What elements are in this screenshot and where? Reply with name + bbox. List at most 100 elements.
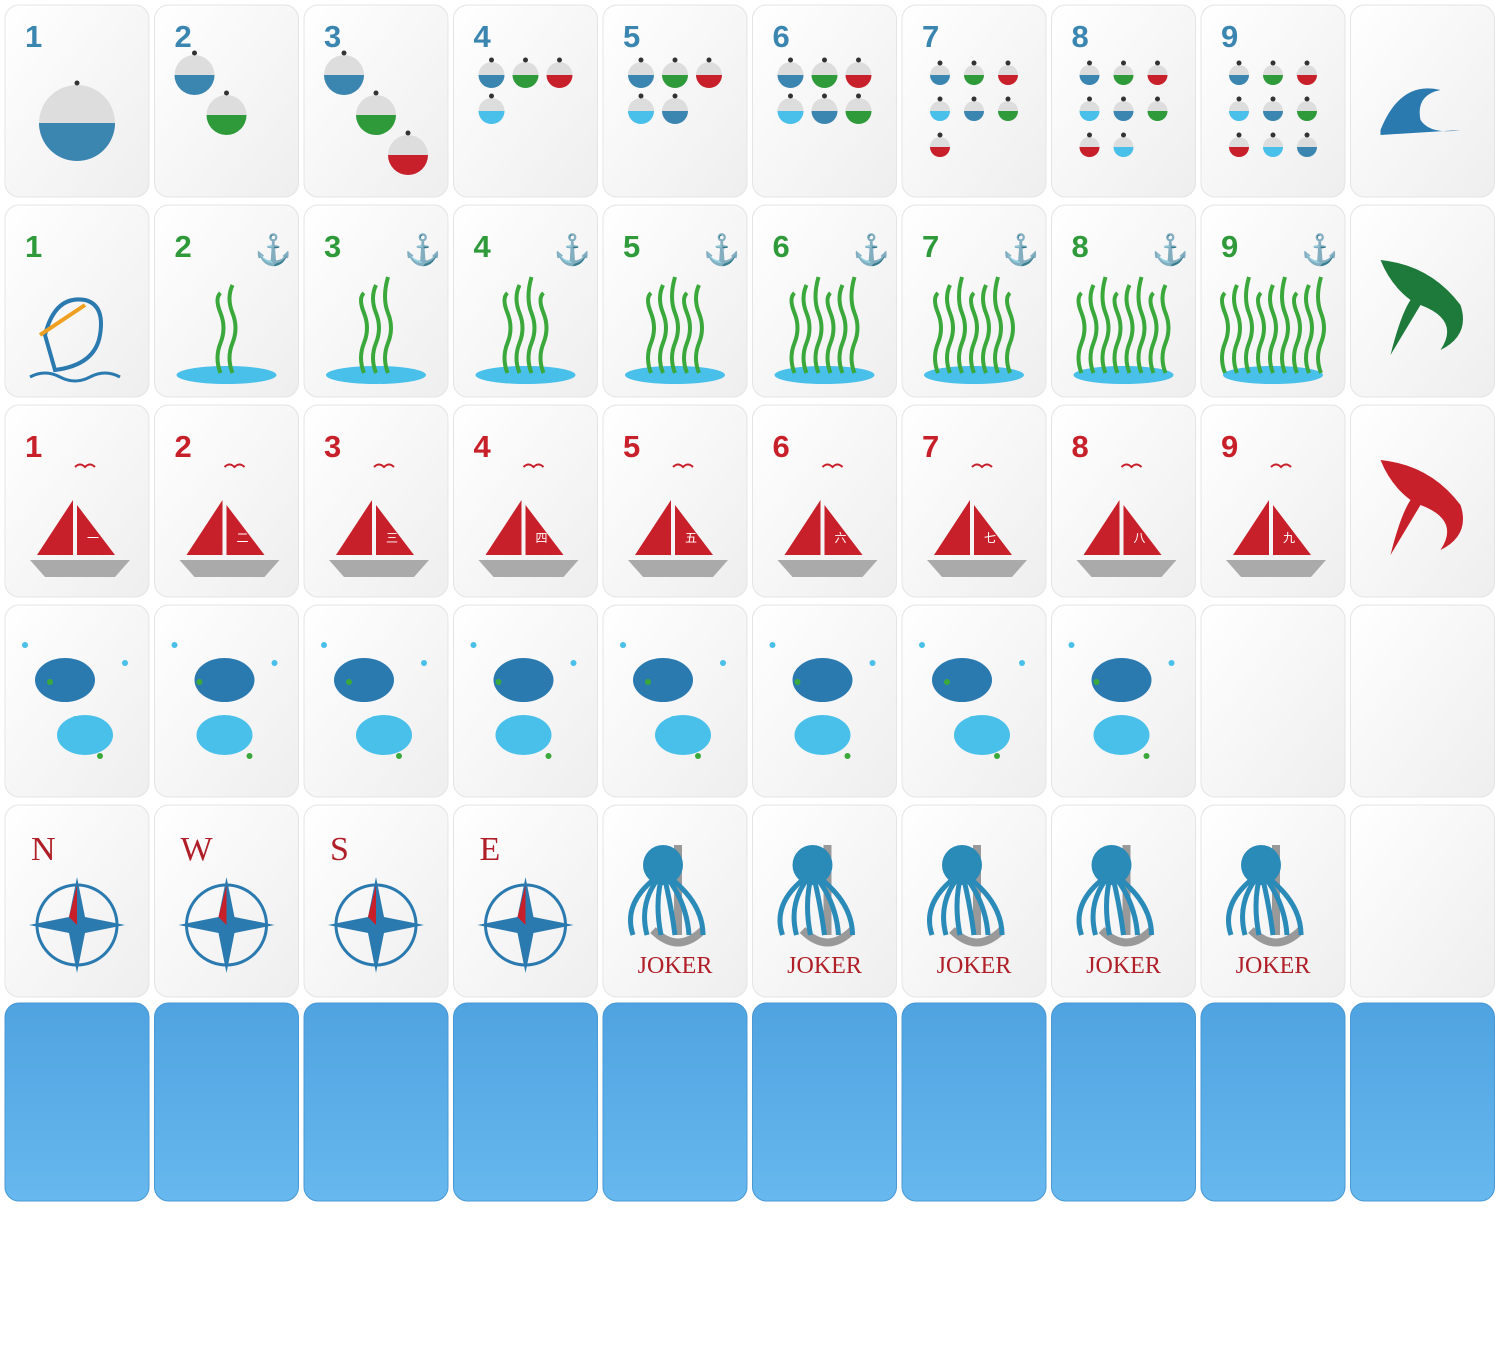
tile-face bbox=[453, 204, 598, 398]
float-bottom bbox=[478, 111, 505, 124]
sail-left bbox=[934, 500, 970, 555]
wind-letter: N bbox=[31, 831, 56, 868]
float-knob bbox=[341, 50, 347, 56]
sail-right bbox=[376, 505, 414, 555]
float-knob bbox=[856, 57, 861, 63]
float-bottom bbox=[512, 75, 539, 88]
tile-face bbox=[1350, 4, 1495, 198]
float-bottom bbox=[662, 75, 688, 88]
tile-number: 1 bbox=[25, 429, 42, 464]
float-knob bbox=[937, 96, 943, 102]
bird bbox=[1270, 463, 1292, 469]
float-knob bbox=[638, 93, 644, 99]
pelican-beak bbox=[38, 303, 87, 337]
bubble bbox=[122, 660, 128, 666]
float-bottom bbox=[930, 75, 950, 85]
shell bbox=[495, 715, 552, 755]
octopus-head bbox=[1241, 845, 1281, 885]
tile-face bbox=[303, 604, 449, 798]
tentacle bbox=[1264, 878, 1290, 936]
tile-back bbox=[1051, 1002, 1196, 1202]
float-knob bbox=[971, 96, 977, 102]
sail-left bbox=[784, 500, 821, 555]
tile bbox=[1051, 604, 1196, 798]
tile: 3三 bbox=[303, 404, 449, 598]
float-bottom bbox=[1229, 147, 1249, 157]
float-bottom bbox=[39, 123, 115, 161]
bubble bbox=[1118, 716, 1125, 722]
float-bottom bbox=[324, 75, 364, 95]
float-bottom bbox=[964, 75, 984, 85]
seaweed bbox=[227, 284, 238, 374]
sail-left bbox=[37, 500, 73, 555]
bird bbox=[672, 463, 694, 469]
float-knob bbox=[1236, 132, 1242, 138]
float-knob bbox=[638, 57, 644, 63]
tile-number: 7 bbox=[922, 429, 939, 464]
bubble bbox=[246, 753, 253, 759]
shell bbox=[194, 658, 255, 702]
float-bottom bbox=[930, 111, 950, 121]
seaweed bbox=[538, 291, 549, 374]
sail-mark: 九 bbox=[1283, 531, 1295, 545]
tentacle bbox=[805, 879, 813, 936]
seaweed bbox=[1160, 284, 1171, 374]
float-knob bbox=[489, 93, 494, 99]
seaweed bbox=[1112, 291, 1123, 374]
shark bbox=[1380, 260, 1463, 355]
tile-number: 5 bbox=[623, 19, 640, 54]
float-bottom bbox=[628, 75, 654, 88]
octopus-head bbox=[1091, 845, 1132, 885]
sail-left bbox=[635, 500, 671, 555]
pelican bbox=[42, 297, 103, 373]
tentacle bbox=[662, 879, 678, 936]
float-knob bbox=[1304, 132, 1310, 138]
float-bottom bbox=[777, 75, 804, 88]
tile-number: 2 bbox=[175, 229, 192, 264]
sail-mark: 一 bbox=[87, 531, 99, 545]
tile: 5五 bbox=[602, 404, 748, 598]
float-bottom bbox=[777, 111, 804, 124]
float-bottom bbox=[845, 75, 872, 88]
float-bottom bbox=[1297, 111, 1317, 121]
float-bottom bbox=[1147, 75, 1168, 85]
tile bbox=[4, 604, 150, 798]
sail-left bbox=[336, 500, 372, 555]
bubble bbox=[695, 753, 701, 759]
hull bbox=[1076, 560, 1177, 577]
tentacle bbox=[941, 878, 959, 936]
tile: 1 bbox=[4, 204, 150, 398]
tentacle bbox=[820, 878, 855, 936]
tile-back bbox=[154, 1002, 299, 1202]
tentacle bbox=[961, 879, 977, 936]
shell bbox=[1091, 658, 1152, 702]
tile: 7 ⚓ bbox=[901, 204, 1047, 398]
sail-mark: 八 bbox=[1133, 531, 1145, 545]
tile-number: 7 bbox=[922, 19, 939, 54]
bubble bbox=[645, 679, 651, 685]
tile-number: 3 bbox=[324, 429, 341, 464]
hull bbox=[329, 560, 429, 577]
tile: 6 ⚓ bbox=[752, 204, 897, 398]
float-knob bbox=[224, 90, 229, 96]
tile: 3 ⚓ bbox=[303, 204, 449, 398]
octopus-head bbox=[942, 845, 982, 885]
tentacle bbox=[1226, 878, 1253, 936]
bubble bbox=[919, 642, 925, 648]
seaweed bbox=[993, 276, 1003, 374]
bubble bbox=[520, 716, 527, 722]
float-bottom bbox=[964, 111, 984, 121]
bird bbox=[1120, 463, 1143, 469]
bubble bbox=[22, 642, 28, 648]
float-bottom bbox=[628, 111, 654, 124]
seaweed bbox=[933, 291, 943, 374]
seaweed bbox=[1268, 284, 1278, 374]
tile-number: 1 bbox=[25, 19, 42, 54]
tile-face bbox=[1200, 604, 1346, 798]
sail-right bbox=[226, 505, 265, 555]
float-bottom bbox=[356, 115, 396, 135]
compass-needle bbox=[517, 885, 526, 925]
bubble bbox=[570, 660, 577, 666]
float-knob bbox=[489, 57, 494, 63]
tile-number: 6 bbox=[773, 229, 790, 264]
